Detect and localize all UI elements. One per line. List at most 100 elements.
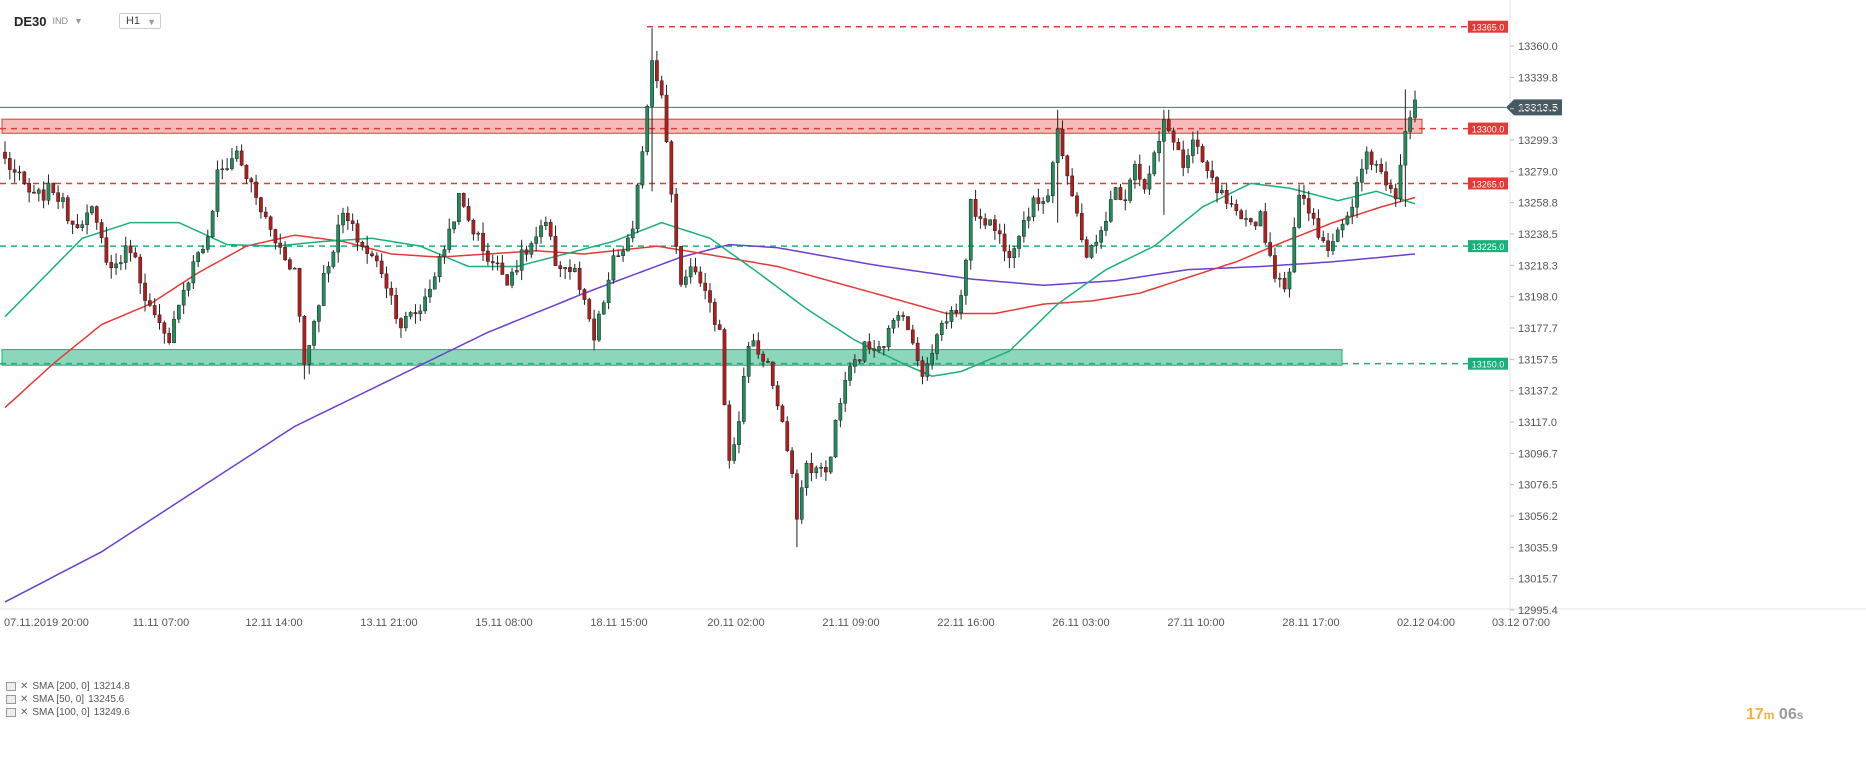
candle-body[interactable] <box>881 346 886 348</box>
candle-body[interactable] <box>563 267 567 270</box>
candle-body[interactable] <box>297 267 302 317</box>
candle-body[interactable] <box>514 270 519 273</box>
candle-body[interactable] <box>326 266 331 274</box>
candle-body[interactable] <box>1413 99 1417 118</box>
candle-body[interactable] <box>1133 164 1137 181</box>
candle-body[interactable] <box>1123 199 1128 201</box>
candle-body[interactable] <box>587 299 592 320</box>
candle-body[interactable] <box>268 216 273 230</box>
candle-body[interactable] <box>1094 241 1099 246</box>
candle-body[interactable] <box>1137 164 1142 180</box>
candle-body[interactable] <box>399 318 403 329</box>
candle-body[interactable] <box>1335 229 1340 242</box>
candle-body[interactable] <box>601 302 606 315</box>
candle-body[interactable] <box>172 318 176 343</box>
candle-body[interactable] <box>824 467 828 473</box>
candle-body[interactable] <box>1070 175 1075 197</box>
candle-body[interactable] <box>978 216 983 219</box>
candle-body[interactable] <box>452 221 456 230</box>
candle-body[interactable] <box>317 305 321 322</box>
candle-body[interactable] <box>1379 164 1384 172</box>
candle-body[interactable] <box>1282 277 1287 290</box>
candle-body[interactable] <box>461 192 466 207</box>
candle-body[interactable] <box>1311 212 1316 219</box>
candle-body[interactable] <box>838 403 843 421</box>
candle-body[interactable] <box>1152 152 1157 175</box>
candle-body[interactable] <box>104 237 109 263</box>
candle-body[interactable] <box>1239 210 1244 220</box>
candle-body[interactable] <box>1340 223 1345 231</box>
candle-body[interactable] <box>495 262 500 265</box>
candle-body[interactable] <box>109 262 114 269</box>
candle-body[interactable] <box>543 222 548 227</box>
candle-body[interactable] <box>539 225 543 238</box>
candle-body[interactable] <box>196 252 201 262</box>
candle-body[interactable] <box>41 189 46 201</box>
candle-body[interactable] <box>693 266 698 273</box>
candle-body[interactable] <box>645 106 650 152</box>
candle-body[interactable] <box>278 242 283 248</box>
candle-body[interactable] <box>891 320 896 329</box>
timeframe-select[interactable]: H1 ▼ <box>118 13 162 29</box>
candle-body[interactable] <box>997 230 1002 235</box>
candle-body[interactable] <box>1186 155 1190 168</box>
candle-body[interactable] <box>1302 195 1306 199</box>
candle-body[interactable] <box>577 268 582 290</box>
candle-body[interactable] <box>259 197 263 213</box>
candle-body[interactable] <box>345 212 350 222</box>
candle-body[interactable] <box>1046 195 1050 202</box>
candle-body[interactable] <box>1060 128 1065 157</box>
candle-body[interactable] <box>1234 203 1239 211</box>
candle-body[interactable] <box>1364 151 1369 170</box>
candle-body[interactable] <box>205 236 210 250</box>
candle-body[interactable] <box>1075 195 1079 214</box>
candle-body[interactable] <box>360 241 365 247</box>
candle-body[interactable] <box>1229 203 1234 205</box>
candle-body[interactable] <box>1099 230 1103 243</box>
candle-body[interactable] <box>442 249 447 257</box>
candle-body[interactable] <box>176 304 181 320</box>
candle-body[interactable] <box>374 255 379 262</box>
candle-body[interactable] <box>655 60 659 82</box>
price-zone[interactable] <box>1 118 1423 134</box>
candle-body[interactable] <box>186 282 191 291</box>
candle-body[interactable] <box>1297 195 1301 228</box>
candle-body[interactable] <box>558 265 563 270</box>
candle-body[interactable] <box>1224 189 1229 204</box>
candle-body[interactable] <box>56 192 60 202</box>
candle-body[interactable] <box>1215 177 1219 194</box>
candle-body[interactable] <box>930 353 934 365</box>
candle-body[interactable] <box>1263 211 1268 243</box>
candle-body[interactable] <box>292 267 297 270</box>
candle-body[interactable] <box>447 228 452 250</box>
candle-body[interactable] <box>225 168 229 170</box>
candle-body[interactable] <box>1065 155 1070 177</box>
candle-body[interactable] <box>3 151 7 159</box>
candle-body[interactable] <box>582 289 587 300</box>
candle-body[interactable] <box>466 206 471 221</box>
candle-body[interactable] <box>630 228 635 239</box>
candle-body[interactable] <box>1157 141 1161 154</box>
candle-body[interactable] <box>843 380 848 404</box>
candle-body[interactable] <box>476 232 481 235</box>
candle-body[interactable] <box>365 246 370 254</box>
candle-body[interactable] <box>1321 237 1326 242</box>
candle-body[interactable] <box>1398 164 1403 200</box>
candle-body[interactable] <box>167 332 172 343</box>
candle-body[interactable] <box>703 282 708 291</box>
candle-body[interactable] <box>428 288 432 298</box>
candle-body[interactable] <box>727 404 732 461</box>
candle-body[interactable] <box>925 363 930 377</box>
candle-body[interactable] <box>626 237 630 252</box>
candle-body[interactable] <box>862 341 867 362</box>
candle-body[interactable] <box>432 276 437 290</box>
candle-body[interactable] <box>848 366 852 381</box>
candle-body[interactable] <box>944 321 949 324</box>
candle-body[interactable] <box>568 267 572 272</box>
candle-body[interactable] <box>1017 236 1021 249</box>
candle-body[interactable] <box>1360 168 1364 183</box>
candle-body[interactable] <box>32 191 36 194</box>
candle-body[interactable] <box>90 206 94 214</box>
